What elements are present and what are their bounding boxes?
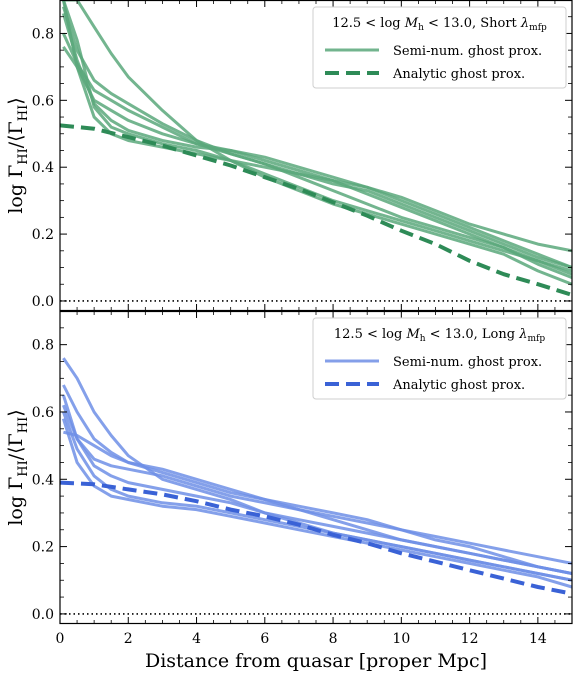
legend: 12.5 < log Mh < 13.0, Short λmfp Semi-num… [312,6,567,89]
y-tick-label: 0.8 [32,26,54,42]
semi-numerical-series-line-4 [61,12,572,269]
semi-numerical-series-line-3 [61,394,572,565]
legend-title: 12.5 < log Mh < 13.0, Short λmfp [332,16,547,33]
legend-entry-label: Semi-num. ghost prox. [393,355,542,370]
y-tick-label: 0.6 [32,93,54,109]
series-group [60,0,572,297]
x-tick-label: 2 [124,631,133,647]
x-tick-label: 14 [529,631,547,647]
semi-numerical-series-line-2 [62,32,572,269]
y-tick-label: 0.6 [32,405,54,421]
y-axis-label: log ΓHI/⟨ΓHI⟩ [5,97,31,213]
x-tick-label: 0 [56,631,65,647]
semi-numerical-series-line-6 [61,0,572,273]
x-tick-label: 12 [461,631,479,647]
y-axis-label: log ΓHI/⟨ΓHI⟩ [5,409,31,525]
bottom-panel: 0.0 0.2 0.4 0.6 0.8 0 2 4 6 8 10 12 14 log ΓHI/⟨ΓHI⟩ 1… [5,310,573,647]
y-tick-label: 0.2 [32,540,54,556]
legend-box [312,317,567,400]
x-tick-label: 4 [192,631,201,647]
semi-numerical-series-line-2 [62,384,572,575]
semi-numerical-series-line-3 [62,45,572,279]
y-tick-label: 0.8 [32,338,54,354]
legend-box [312,6,567,89]
legend-entry-label: Semi-num. ghost prox. [393,44,542,59]
top-panel: 0.0 0.2 0.4 0.6 0.8 log ΓHI/⟨ΓHI⟩ 12.5 < log M… [5,0,573,312]
series-group [60,357,572,596]
x-tick-label: 8 [329,631,338,647]
semi-numerical-series-line-7 [63,430,572,575]
semi-numerical-series-line-6 [61,418,572,589]
y-tick-label: 0.4 [32,472,54,488]
y-tick-label: 0.2 [32,227,54,243]
analytic-series-line [60,123,572,297]
y-tick-label: 0.0 [32,607,54,623]
x-axis-label: Distance from quasar [proper Mpc] [145,650,487,672]
analytic-series-line [60,480,572,596]
semi-numerical-series-line-7 [63,0,572,286]
legend: 12.5 < log Mh < 13.0, Long λmfp Semi-num.… [312,317,567,400]
y-tick-label: 0.4 [32,160,54,176]
y-tick-label: 0.0 [32,294,54,310]
x-tick-label: 6 [260,631,269,647]
x-tick-label: 10 [392,631,410,647]
legend-entry-label: Analytic ghost prox. [392,67,525,82]
legend-title: 12.5 < log Mh < 13.0, Long λmfp [334,327,545,344]
legend-entry-label: Analytic ghost prox. [392,378,525,393]
